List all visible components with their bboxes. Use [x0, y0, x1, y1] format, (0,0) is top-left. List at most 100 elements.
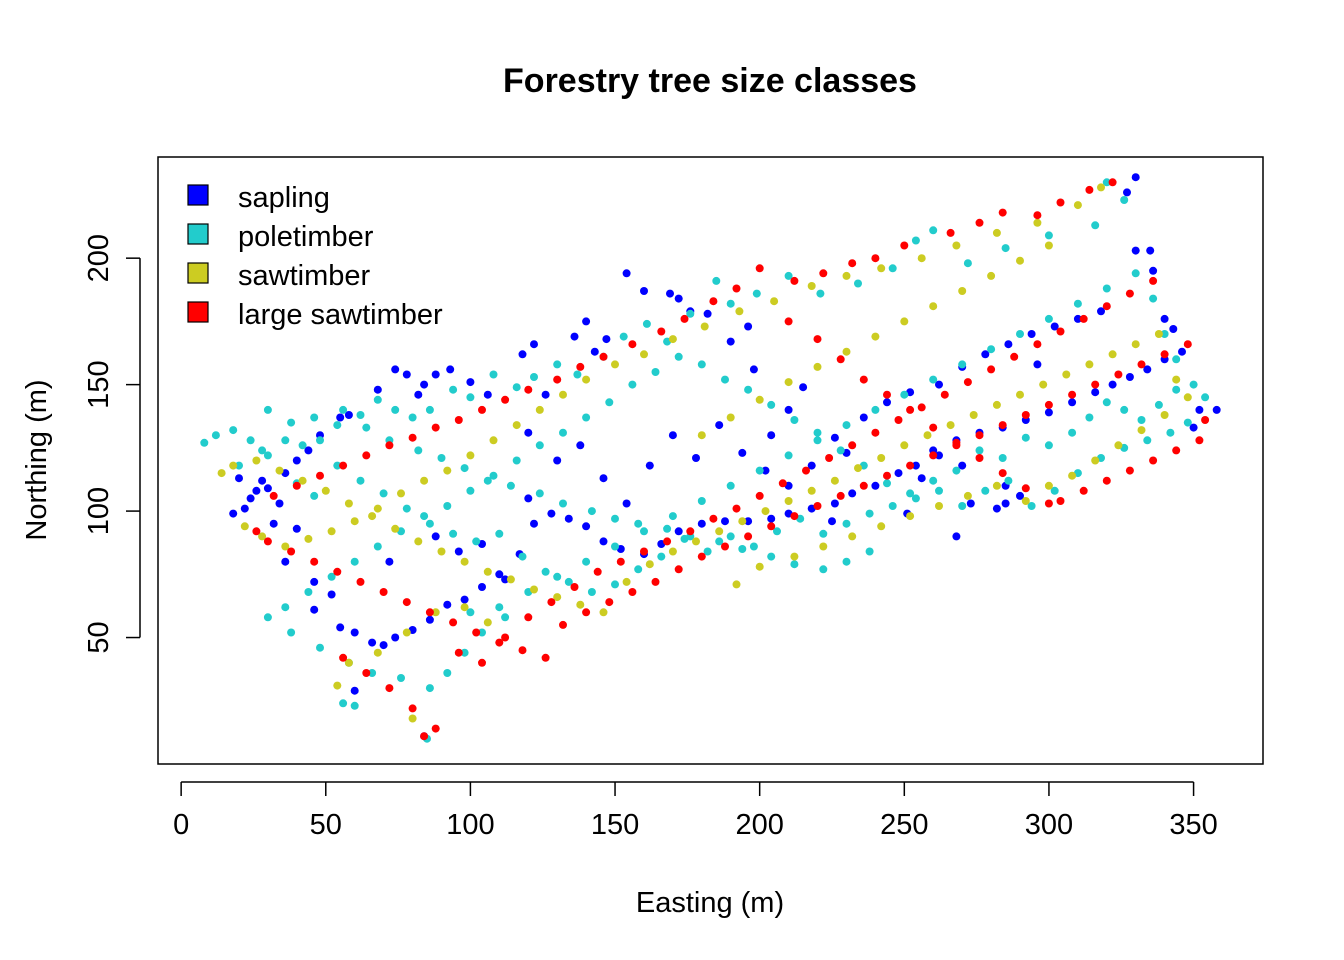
point-sawtimber: [1097, 183, 1105, 192]
point-large-sawtimber: [975, 431, 984, 440]
point-sapling: [674, 527, 683, 536]
point-large-sawtimber: [541, 653, 550, 662]
point-large-sawtimber: [1160, 350, 1169, 359]
point-sawtimber: [946, 421, 955, 430]
point-sapling: [310, 577, 319, 586]
point-sapling: [1044, 408, 1053, 417]
point-sawtimber: [466, 451, 475, 460]
point-sawtimber: [935, 502, 943, 510]
point-poletimber: [512, 456, 521, 465]
point-large-sawtimber: [940, 390, 949, 399]
x-tick-label: 100: [446, 809, 494, 841]
point-sawtimber: [1131, 340, 1140, 349]
point-sapling: [1123, 188, 1131, 197]
point-sapling: [431, 532, 440, 541]
point-poletimber: [425, 405, 434, 414]
point-poletimber: [437, 454, 446, 462]
point-sawtimber: [344, 499, 353, 508]
point-large-sawtimber: [784, 317, 793, 326]
point-poletimber: [738, 545, 747, 553]
point-sawtimber: [350, 517, 359, 526]
point-sapling: [799, 383, 808, 392]
point-poletimber: [842, 519, 851, 528]
point-poletimber: [466, 486, 475, 495]
point-poletimber: [460, 648, 469, 657]
point-large-sawtimber: [1125, 289, 1134, 298]
point-sapling: [1195, 405, 1204, 414]
point-sawtimber: [819, 542, 828, 551]
point-sawtimber: [761, 507, 770, 516]
point-sawtimber: [807, 486, 816, 495]
point-poletimber: [784, 271, 793, 280]
point-sapling: [599, 474, 608, 483]
point-poletimber: [281, 436, 290, 445]
point-poletimber: [686, 309, 695, 318]
point-large-sawtimber: [593, 567, 602, 576]
point-sapling: [336, 623, 345, 632]
point-sapling: [350, 628, 359, 637]
point-poletimber: [483, 476, 492, 485]
point-poletimber: [1160, 330, 1169, 338]
point-sapling: [235, 474, 243, 483]
point-sawtimber: [917, 254, 926, 263]
point-poletimber: [443, 502, 452, 510]
point-large-sawtimber: [929, 451, 938, 460]
point-sapling: [292, 456, 301, 465]
point-poletimber: [605, 398, 614, 407]
point-poletimber: [657, 552, 666, 561]
point-sawtimber: [738, 517, 747, 526]
point-sawtimber: [1016, 390, 1024, 399]
point-sapling: [269, 519, 278, 528]
point-large-sawtimber: [998, 421, 1007, 430]
point-poletimber: [611, 542, 619, 551]
point-large-sawtimber: [1056, 198, 1065, 207]
point-sawtimber: [460, 603, 469, 612]
y-tick-label: 50: [83, 621, 115, 653]
point-large-sawtimber: [859, 375, 868, 384]
point-sapling: [570, 332, 579, 341]
point-large-sawtimber: [310, 557, 319, 566]
point-large-sawtimber: [576, 362, 585, 371]
point-poletimber: [373, 542, 382, 551]
point-poletimber: [408, 413, 417, 422]
point-large-sawtimber: [385, 684, 394, 693]
point-poletimber: [1085, 413, 1094, 422]
point-large-sawtimber: [813, 335, 822, 344]
point-sapling: [454, 547, 463, 556]
point-sapling: [599, 537, 608, 546]
point-sapling: [992, 504, 1001, 513]
point-large-sawtimber: [547, 598, 556, 607]
point-large-sawtimber: [848, 259, 857, 268]
point-sawtimber: [645, 560, 654, 569]
point-sawtimber: [830, 476, 839, 485]
point-sawtimber: [923, 431, 932, 440]
point-sawtimber: [1137, 426, 1146, 435]
point-poletimber: [767, 552, 776, 561]
point-poletimber: [263, 613, 272, 622]
point-sapling: [576, 441, 585, 450]
point-sawtimber: [1039, 380, 1048, 389]
x-tick-label: 150: [591, 809, 639, 841]
point-large-sawtimber: [339, 653, 348, 662]
point-poletimber: [489, 471, 498, 480]
x-tick-label: 50: [310, 809, 342, 841]
point-sapling: [425, 615, 434, 624]
point-sawtimber: [582, 375, 591, 384]
point-sawtimber: [992, 400, 1001, 409]
point-sapling: [379, 641, 388, 650]
point-poletimber: [310, 491, 319, 500]
point-large-sawtimber: [686, 527, 695, 536]
point-poletimber: [564, 577, 573, 586]
point-sawtimber: [813, 362, 822, 371]
point-large-sawtimber: [732, 504, 741, 513]
point-large-sawtimber: [431, 423, 440, 432]
point-poletimber: [668, 512, 677, 521]
point-sawtimber: [397, 489, 405, 498]
point-poletimber: [663, 524, 672, 533]
point-poletimber: [489, 370, 498, 379]
point-sawtimber: [437, 547, 446, 556]
point-large-sawtimber: [987, 365, 996, 374]
point-poletimber: [900, 390, 909, 399]
point-poletimber: [460, 464, 469, 473]
point-sawtimber: [408, 714, 417, 723]
